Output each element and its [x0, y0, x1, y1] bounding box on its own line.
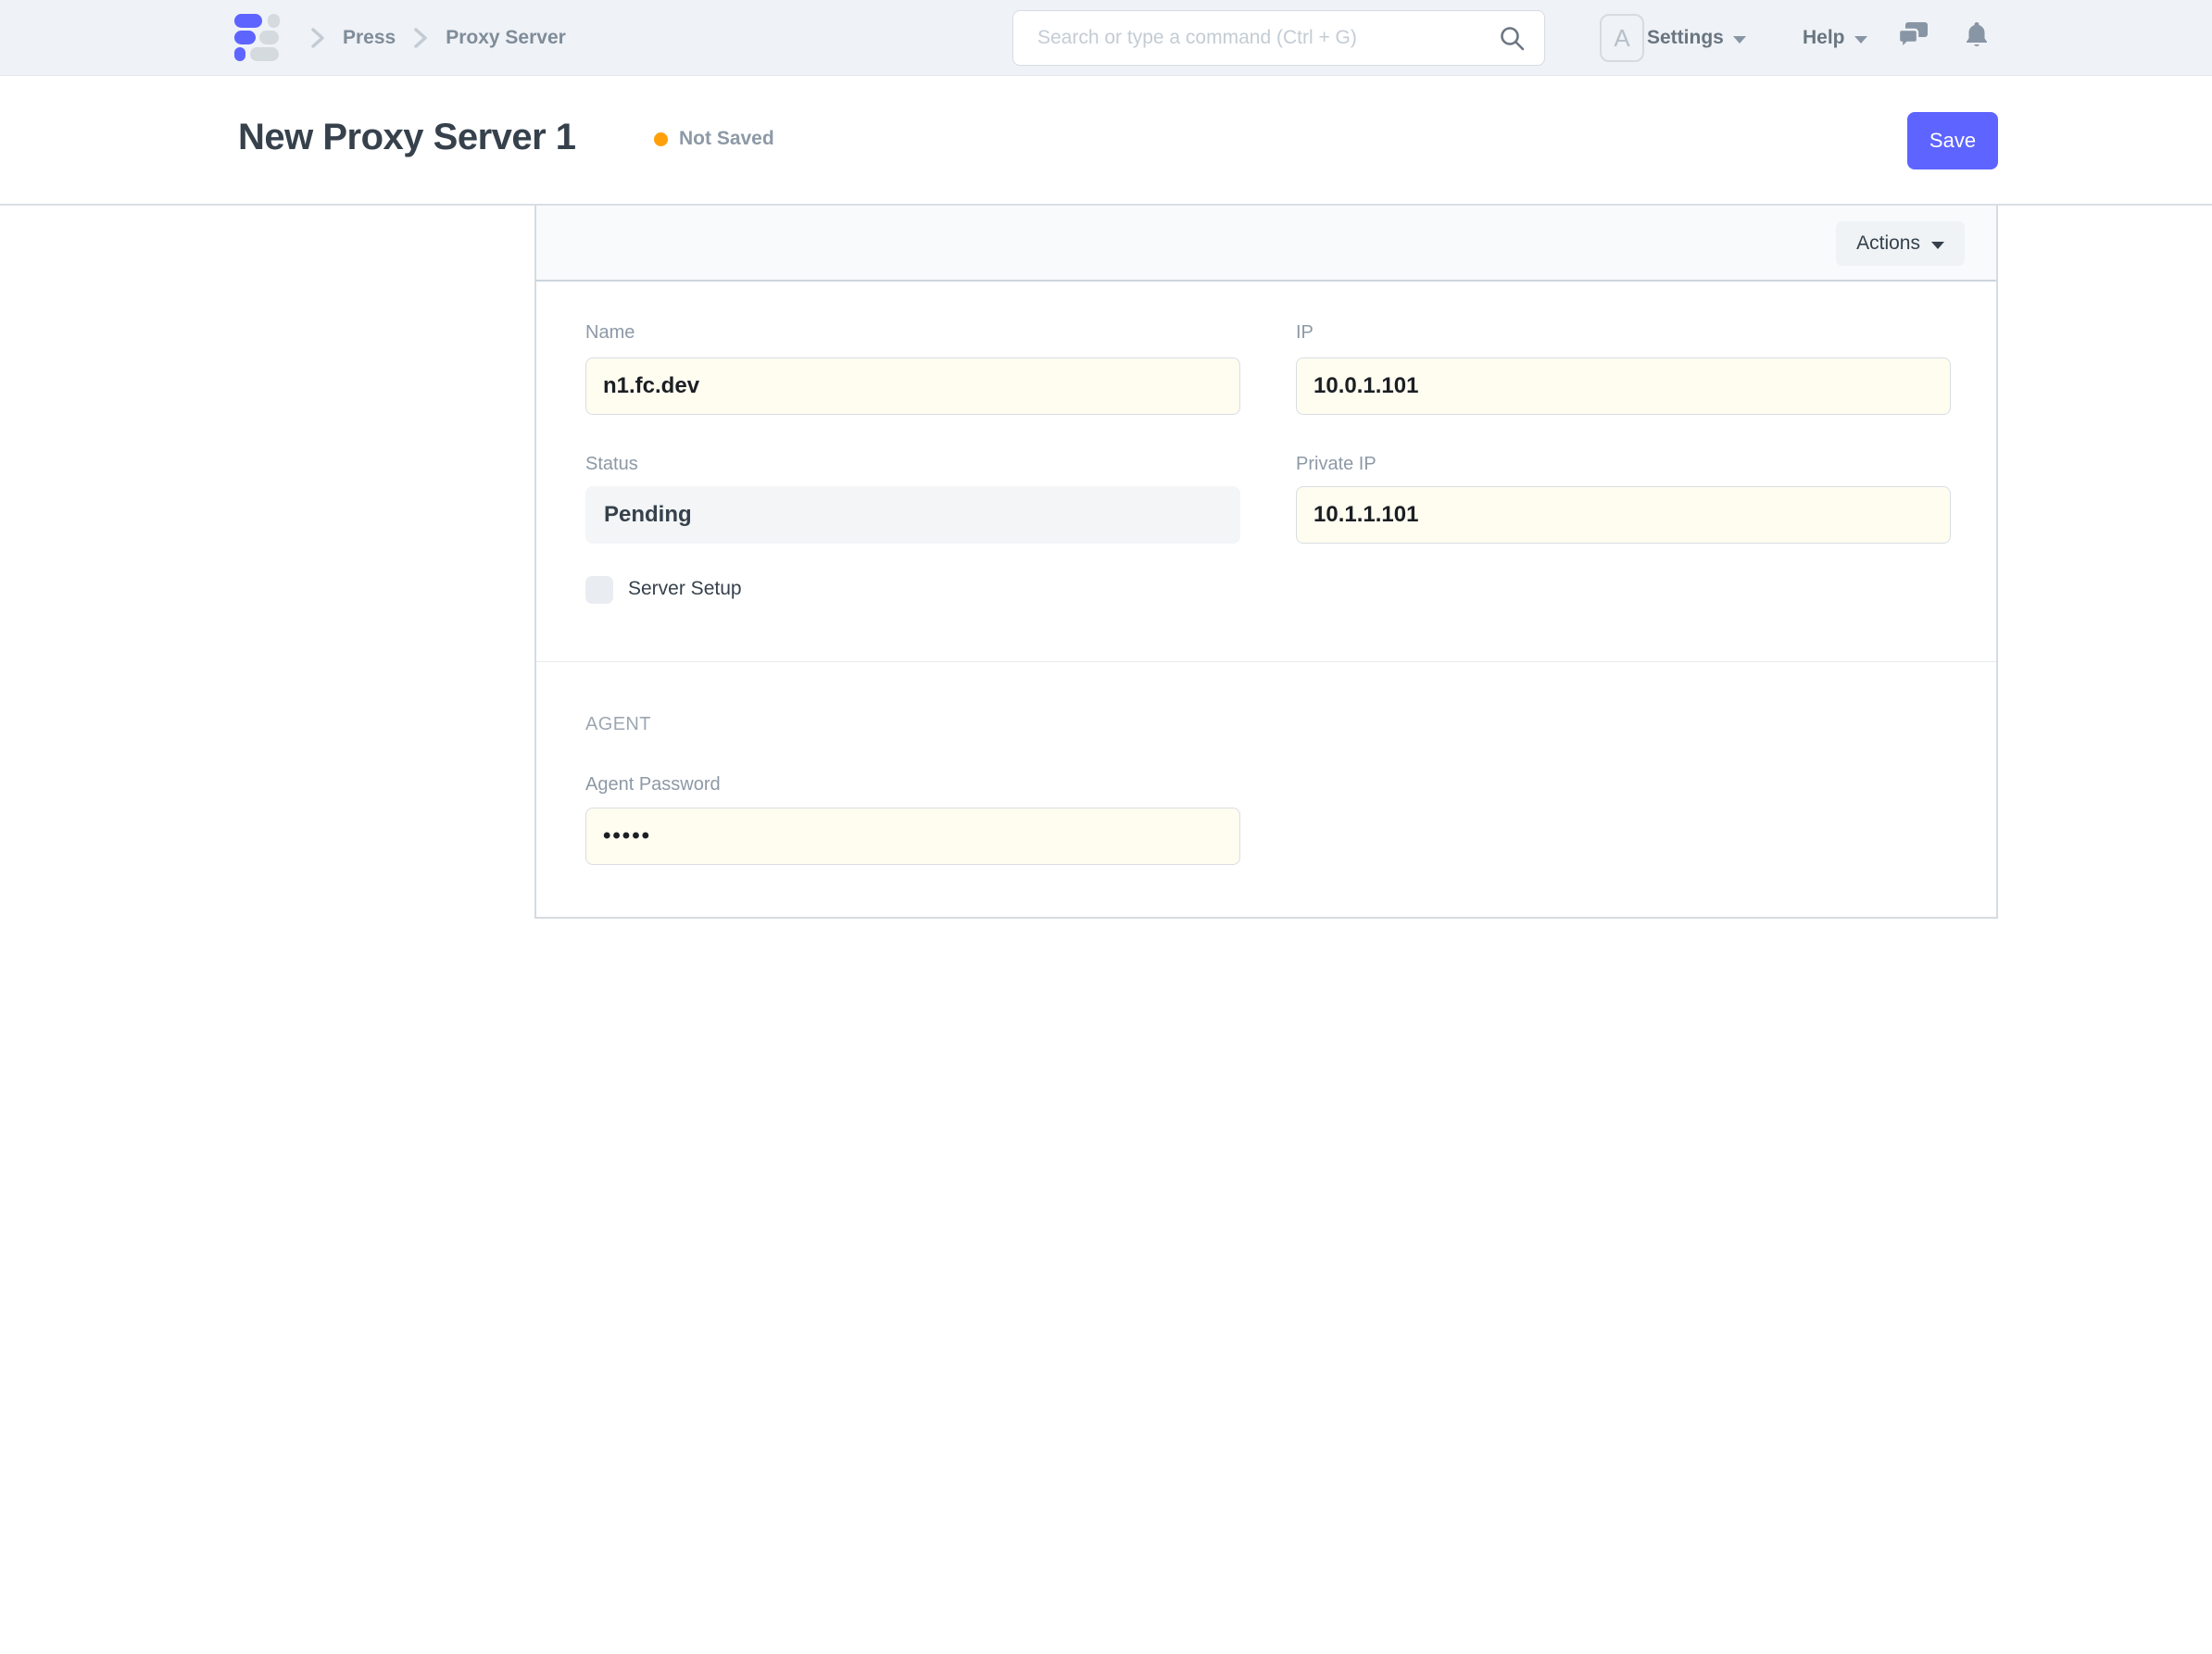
breadcrumb-item-press[interactable]: Press: [343, 27, 396, 48]
server-setup-label: Server Setup: [628, 578, 742, 599]
app-logo-icon[interactable]: [234, 14, 281, 67]
server-setup-checkbox[interactable]: [585, 576, 613, 604]
save-button[interactable]: Save: [1907, 112, 1998, 169]
chat-icon[interactable]: [1898, 21, 1929, 49]
form-toolbar: Actions: [536, 206, 1996, 282]
agent-password-field-label: Agent Password: [585, 774, 721, 795]
caret-down-icon: [1854, 35, 1867, 44]
page-title: New Proxy Server 1: [238, 117, 576, 157]
ip-input[interactable]: [1296, 357, 1951, 415]
unsaved-label: Not Saved: [679, 128, 774, 149]
status-field-label: Status: [585, 454, 638, 474]
help-menu-label: Help: [1803, 27, 1845, 48]
breadcrumb-item-proxy-server[interactable]: Proxy Server: [446, 27, 566, 48]
global-search: [1012, 10, 1545, 66]
actions-button[interactable]: Actions: [1836, 221, 1965, 266]
help-menu[interactable]: Help: [1803, 0, 1867, 76]
unsaved-dot-icon: [654, 132, 668, 146]
private-ip-input[interactable]: [1296, 486, 1951, 544]
name-input[interactable]: [585, 357, 1240, 415]
agent-password-input[interactable]: [585, 808, 1240, 865]
status-indicator: Not Saved: [654, 128, 774, 150]
search-icon[interactable]: [1498, 24, 1526, 52]
private-ip-field-label: Private IP: [1296, 454, 1376, 474]
breadcrumb: Press Proxy Server: [308, 0, 566, 76]
chevron-right-icon: [308, 24, 328, 52]
search-input[interactable]: [1013, 11, 1498, 65]
actions-button-label: Actions: [1856, 232, 1920, 254]
page-head-divider: [0, 204, 2212, 206]
navbar: Press Proxy Server A Settings Help: [0, 0, 2212, 76]
bell-icon[interactable]: [1966, 22, 1988, 48]
settings-menu-label: Settings: [1647, 27, 1724, 48]
form-card: Actions Name IP Status Pending Private I…: [534, 206, 1998, 919]
avatar[interactable]: A: [1600, 14, 1644, 62]
avatar-letter: A: [1614, 23, 1630, 52]
name-field-label: Name: [585, 322, 635, 343]
chevron-right-icon: [410, 24, 431, 52]
caret-down-icon: [1931, 241, 1944, 249]
settings-menu[interactable]: Settings: [1647, 0, 1746, 76]
agent-section-heading: AGENT: [585, 714, 651, 734]
section-divider: [536, 661, 1996, 662]
ip-field-label: IP: [1296, 322, 1313, 343]
caret-down-icon: [1732, 35, 1746, 44]
status-value: Pending: [585, 486, 1240, 544]
